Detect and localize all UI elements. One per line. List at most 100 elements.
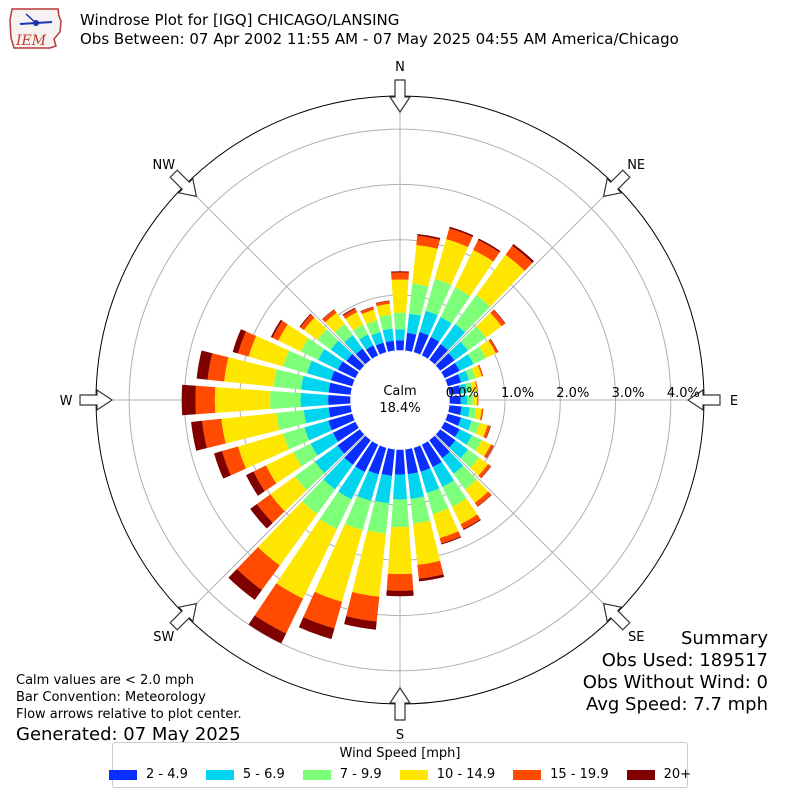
compass-label: SW: [153, 630, 174, 645]
wind-bar-segment: [462, 519, 481, 531]
flow-arrow-icon: [602, 169, 631, 198]
wind-bar-segment: [475, 381, 479, 392]
summary-title: Summary: [681, 628, 768, 649]
wind-bar-segment: [191, 420, 207, 451]
wind-bar-segment: [317, 328, 339, 350]
wind-bar-segment: [386, 590, 414, 597]
wind-bar-segment: [270, 390, 301, 410]
wind-bar-segment: [353, 324, 369, 340]
wind-bar-segment: [477, 394, 479, 406]
wind-bar-segment: [245, 471, 265, 496]
wind-bar-segment: [207, 353, 229, 382]
wind-bar-segment: [425, 278, 452, 316]
wind-bar-segment: [480, 465, 492, 479]
wind-bar-segment: [387, 526, 413, 575]
wind-bar-segment: [360, 306, 374, 312]
wind-bar-segment: [375, 300, 390, 304]
flow-arrows-note: Flow arrows relative to plot center.: [16, 707, 242, 722]
wind-bar-segment: [455, 294, 491, 333]
compass-label: W: [60, 394, 73, 409]
wind-bar-segment: [237, 433, 289, 469]
wind-bar-segment: [330, 370, 355, 387]
wind-bar-segment: [248, 335, 289, 367]
wind-bar-segment: [460, 449, 480, 468]
wind-bar-segment: [477, 494, 492, 507]
wind-bar-segment: [299, 313, 312, 328]
legend-swatch: [513, 769, 542, 780]
wind-bar-segment: [328, 405, 352, 418]
wind-bar-segment: [442, 480, 467, 507]
wind-bar-segment: [253, 465, 277, 492]
wind-bar-segment: [413, 445, 431, 472]
wind-bar-segment: [490, 338, 499, 353]
wind-bar-segment: [195, 385, 216, 415]
wind-bar-segment: [355, 441, 379, 473]
wind-bar-segment: [391, 272, 409, 280]
wind-bar-segment: [342, 307, 356, 316]
wind-bar-segment: [476, 312, 502, 338]
wind-bar-segment: [328, 382, 352, 395]
wind-bar-segment: [359, 334, 374, 350]
wind-bar-segment: [355, 348, 371, 365]
wind-bar-segment: [300, 338, 325, 361]
wind-bar-segment: [479, 340, 496, 359]
wind-bar-segment: [470, 457, 489, 476]
wind-bar-segment: [304, 420, 332, 441]
generated-date: Generated: 07 May 2025: [16, 724, 241, 745]
summary-block: Summary Obs Used: 189517 Obs Without Win…: [583, 628, 768, 716]
wind-bar-segment: [391, 279, 409, 313]
wind-bar-segment: [344, 616, 377, 630]
wind-bar-segment: [323, 457, 353, 490]
wind-bar-segment: [449, 395, 461, 405]
wind-bar-segment: [361, 309, 378, 325]
wind-bar-segment: [278, 324, 309, 352]
obs-without-wind: Obs Without Wind: 0: [582, 672, 768, 693]
wind-bar-segment: [439, 531, 461, 544]
wind-bar-segment: [452, 498, 478, 525]
wind-bar-segment: [298, 617, 335, 640]
wind-bar-segment: [435, 429, 456, 448]
wind-bar-segment: [319, 491, 352, 530]
wind-bar-segment: [421, 441, 442, 468]
arrow-shape: [686, 388, 721, 412]
wind-bar-segment: [426, 488, 449, 515]
legend-label: 20+: [663, 767, 692, 782]
wind-bar-segment: [446, 228, 473, 248]
bar-convention-note: Bar Convention: Meteorology: [16, 690, 206, 705]
wind-bar-segment: [410, 496, 431, 524]
radial-tick-label: 0.0%: [446, 386, 479, 401]
wind-bar-segment: [476, 254, 525, 307]
wind-bar-segment: [314, 523, 363, 602]
wind-bar-segment: [322, 309, 337, 323]
wind-bar-segment: [468, 407, 477, 419]
wind-bar-segment: [477, 364, 484, 377]
wind-bar-segment: [485, 425, 491, 439]
chart-subtitle: Obs Between: 07 Apr 2002 11:55 AM - 07 M…: [80, 30, 679, 48]
wind-bar-segment: [430, 317, 452, 342]
legend-label: 10 - 14.9: [436, 767, 496, 782]
wind-bar-segment: [488, 339, 498, 354]
wind-bar-segment: [310, 432, 339, 456]
wind-bar-segment: [346, 353, 365, 371]
wind-bar-segment: [302, 479, 336, 515]
wind-bar-segment: [445, 374, 462, 387]
wind-bar-segment: [453, 465, 477, 490]
radial-gridline: [434, 184, 616, 366]
wind-bar-segment: [448, 385, 461, 395]
wind-bar-segment: [417, 560, 444, 579]
wind-bar-segment: [419, 310, 438, 336]
wind-bar-segment: [429, 344, 448, 365]
wind-bar-segment: [381, 448, 395, 476]
calm-circle: [351, 351, 449, 449]
wind-bar-segment: [470, 381, 477, 393]
wind-bar-segment: [328, 394, 351, 406]
avg-speed: Avg Speed: 7.7 mph: [586, 694, 768, 715]
wind-bar-segment: [458, 417, 472, 431]
bars-layer: [181, 226, 535, 644]
legend-title: Wind Speed [mph]: [339, 746, 461, 761]
notes-block: Calm values are < 2.0 mph Bar Convention…: [16, 672, 242, 746]
wind-bar-segment: [465, 382, 473, 393]
wind-bar-segment: [465, 368, 476, 381]
wind-bar-segment: [257, 501, 318, 566]
